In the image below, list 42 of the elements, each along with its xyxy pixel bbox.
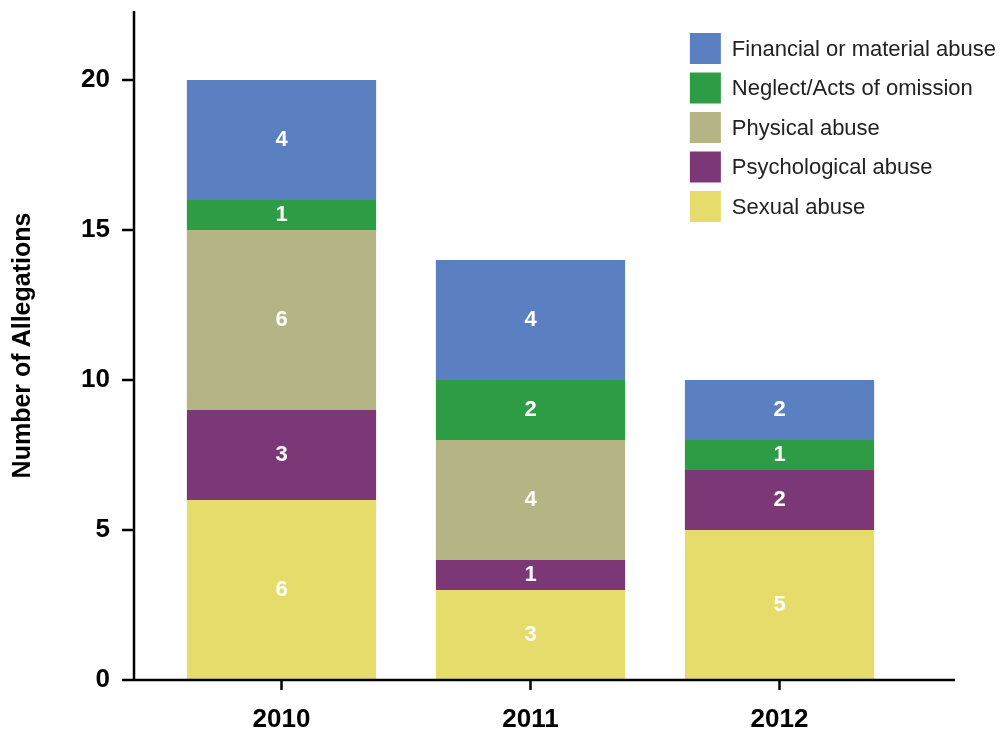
- data-label: 5: [773, 591, 786, 617]
- x-tick-label: 2012: [750, 702, 809, 731]
- bar: [684, 440, 875, 470]
- legend-label: Psychological abuse: [731, 154, 933, 180]
- data-label: 2: [524, 396, 537, 422]
- y-axis-title: Number of Allegations: [6, 212, 35, 479]
- bar: [684, 470, 875, 530]
- legend-label: Physical abuse: [731, 114, 880, 140]
- data-label: 6: [275, 306, 288, 332]
- bar: [186, 500, 377, 680]
- data-label: 1: [524, 561, 537, 587]
- data-label: 2: [773, 486, 786, 512]
- data-label: 3: [275, 441, 288, 467]
- x-tick-label: 2010: [252, 702, 311, 731]
- bar: [186, 230, 377, 410]
- bar: [435, 380, 626, 440]
- y-tick-label: 5: [95, 513, 110, 544]
- bar: [186, 200, 377, 230]
- legend-label: Neglect/Acts of omission: [731, 75, 973, 101]
- data-label: 4: [524, 306, 538, 332]
- data-label: 1: [275, 201, 288, 227]
- bar: [186, 410, 377, 500]
- y-tick-label: 10: [81, 363, 110, 394]
- x-tick-label: 2011: [502, 702, 559, 731]
- bar: [186, 80, 377, 200]
- bar: [435, 590, 626, 680]
- bar: [684, 380, 875, 440]
- data-label: 2: [773, 396, 786, 422]
- y-tick-label: 0: [95, 663, 110, 694]
- bar: [435, 440, 626, 560]
- data-label: 4: [524, 486, 538, 512]
- bar: [435, 560, 626, 590]
- legend-label: Sexual abuse: [731, 193, 866, 219]
- bar: [684, 530, 875, 680]
- y-tick-label: 15: [81, 213, 110, 244]
- data-label: 1: [773, 441, 786, 467]
- legend-label: Financial or material abuse: [731, 35, 997, 61]
- data-label: 6: [275, 576, 288, 602]
- bar: [435, 260, 626, 380]
- data-label: 4: [275, 126, 289, 152]
- y-tick-label: 20: [81, 63, 110, 94]
- data-label: 3: [524, 621, 537, 647]
